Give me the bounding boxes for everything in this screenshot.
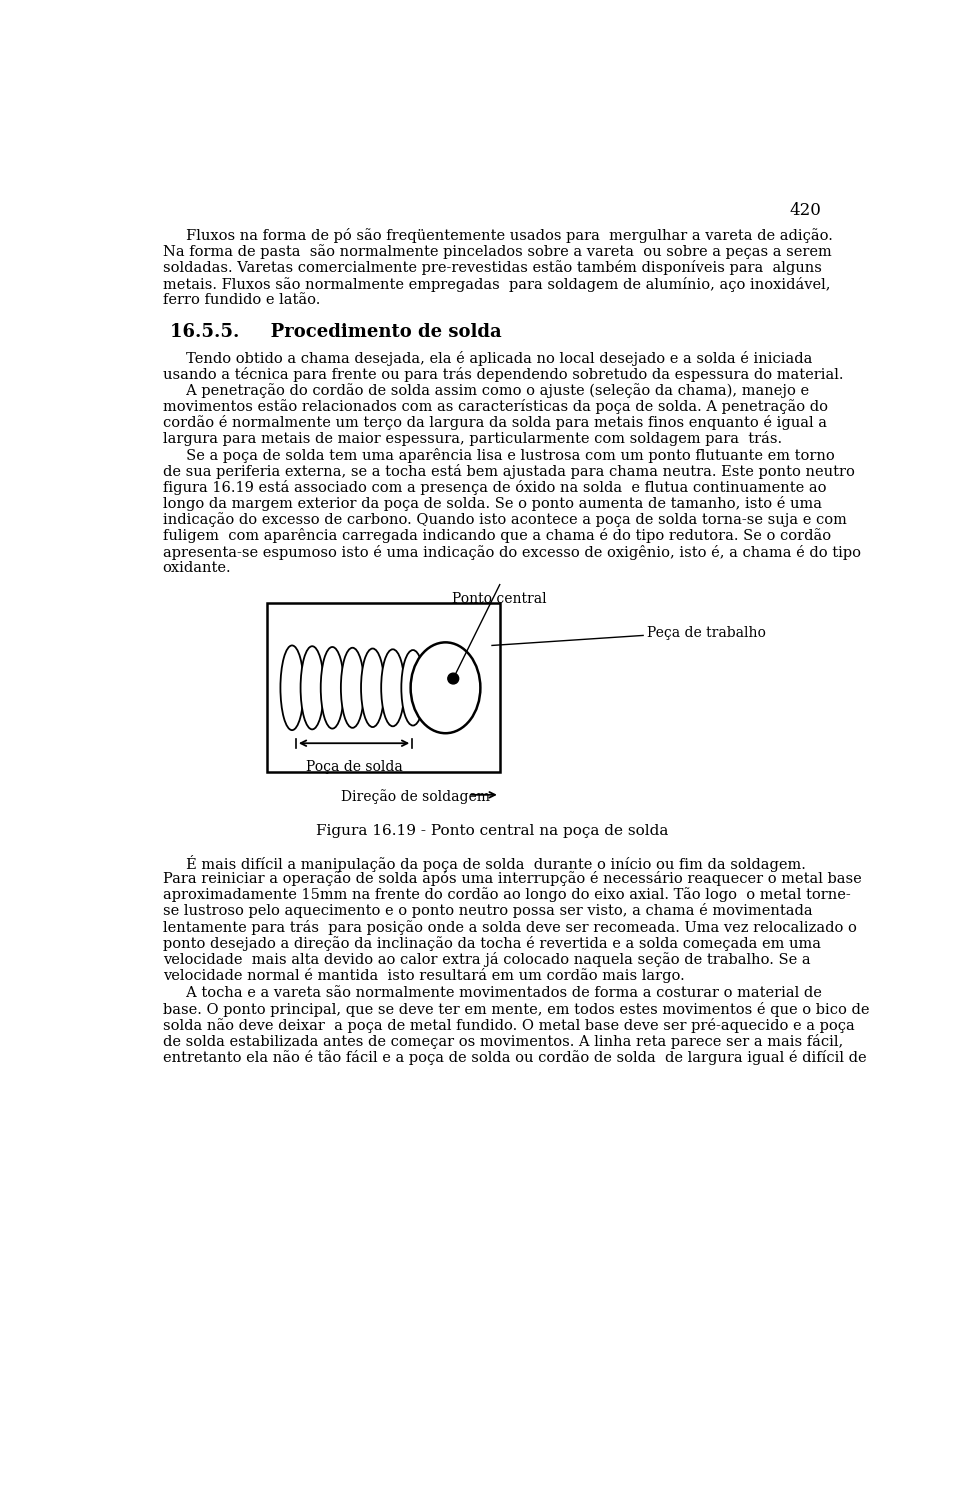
Text: usando a técnica para frente ou para trás dependendo sobretudo da espessura do m: usando a técnica para frente ou para trá… — [162, 367, 843, 382]
Text: Poça de solda: Poça de solda — [305, 761, 402, 774]
Ellipse shape — [421, 651, 444, 724]
Bar — [267, 603, 500, 773]
Text: figura 16.19 está associado com a presença de óxido na solda  e flutua continuam: figura 16.19 está associado com a presen… — [162, 479, 827, 494]
Text: A tocha e a vareta são normalmente movimentados de forma a costurar o material d: A tocha e a vareta são normalmente movim… — [162, 986, 822, 999]
Text: ponto desejado a direção da inclinação da tocha é revertida e a solda começada e: ponto desejado a direção da inclinação d… — [162, 936, 821, 951]
Text: velocidade normal é mantida  isto resultará em um cordão mais largo.: velocidade normal é mantida isto resulta… — [162, 968, 684, 983]
Text: A penetração do cordão de solda assim como o ajuste (seleção da chama), manejo e: A penetração do cordão de solda assim co… — [162, 383, 808, 398]
Text: Tendo obtido a chama desejada, ela é aplicada no local desejado e a solda é inic: Tendo obtido a chama desejada, ela é apl… — [162, 350, 812, 365]
Text: de solda estabilizada antes de começar os movimentos. A linha reta parece ser a : de solda estabilizada antes de começar o… — [162, 1034, 843, 1049]
Ellipse shape — [381, 649, 404, 726]
Text: soldadas. Varetas comercialmente pre-revestidas estão também disponíveis para  a: soldadas. Varetas comercialmente pre-rev… — [162, 260, 822, 275]
Text: entretanto ela não é tão fácil e a poça de solda ou cordão de solda  de largura : entretanto ela não é tão fácil e a poça … — [162, 1051, 866, 1066]
Text: Se a poça de solda tem uma aparência lisa e lustrosa com um ponto flutuante em t: Se a poça de solda tem uma aparência lis… — [162, 448, 834, 463]
Ellipse shape — [300, 646, 324, 729]
Text: oxidante.: oxidante. — [162, 561, 231, 574]
Ellipse shape — [361, 648, 384, 727]
Circle shape — [447, 673, 459, 684]
Text: É mais difícil a manipulação da poça de solda  durante o início ou fim da soldag: É mais difícil a manipulação da poça de … — [162, 855, 805, 872]
Ellipse shape — [321, 646, 344, 729]
Text: cordão é normalmente um terço da largura da solda para metais finos enquanto é i: cordão é normalmente um terço da largura… — [162, 415, 827, 430]
Text: se lustroso pelo aquecimento e o ponto neutro possa ser visto, a chama é movimen: se lustroso pelo aquecimento e o ponto n… — [162, 903, 812, 918]
Text: fuligem  com aparência carregada indicando que a chama é do tipo redutora. Se o : fuligem com aparência carregada indicand… — [162, 529, 830, 544]
Text: Ponto central: Ponto central — [452, 592, 547, 606]
Text: 16.5.5.     Procedimento de solda: 16.5.5. Procedimento de solda — [170, 323, 502, 341]
Text: indicação do excesso de carbono. Quando isto acontece a poça de solda torna-se s: indicação do excesso de carbono. Quando … — [162, 513, 847, 528]
Ellipse shape — [401, 651, 424, 726]
Text: Peça de trabalho: Peça de trabalho — [647, 627, 766, 640]
Ellipse shape — [280, 645, 303, 730]
Text: aproximadamente 15mm na frente do cordão ao longo do eixo axial. Tão logo  o met: aproximadamente 15mm na frente do cordão… — [162, 887, 851, 902]
Text: de sua periferia externa, se a tocha está bem ajustada para chama neutra. Este p: de sua periferia externa, se a tocha est… — [162, 464, 854, 479]
Text: Figura 16.19 - Ponto central na poça de solda: Figura 16.19 - Ponto central na poça de … — [316, 824, 668, 839]
Text: solda não deve deixar  a poça de metal fundido. O metal base deve ser pré-aqueci: solda não deve deixar a poça de metal fu… — [162, 1018, 854, 1033]
Text: velocidade  mais alta devido ao calor extra já colocado naquela seção de trabalh: velocidade mais alta devido ao calor ext… — [162, 951, 810, 966]
Ellipse shape — [411, 642, 480, 733]
Text: largura para metais de maior espessura, particularmente com soldagem para  trás.: largura para metais de maior espessura, … — [162, 431, 781, 446]
Text: base. O ponto principal, que se deve ter em mente, em todos estes movimentos é q: base. O ponto principal, que se deve ter… — [162, 1003, 869, 1018]
Text: movimentos estão relacionados com as características da poça de solda. A penetra: movimentos estão relacionados com as car… — [162, 398, 828, 413]
Text: ferro fundido e latão.: ferro fundido e latão. — [162, 293, 320, 307]
Text: Direção de soldagem: Direção de soldagem — [341, 789, 490, 804]
Text: Fluxos na forma de pó são freqüentemente usados para  mergulhar a vareta de adiç: Fluxos na forma de pó são freqüentemente… — [162, 228, 832, 243]
Text: Na forma de pasta  são normalmente pincelados sobre a vareta  ou sobre a peças a: Na forma de pasta são normalmente pincel… — [162, 245, 831, 259]
Text: longo da margem exterior da poça de solda. Se o ponto aumenta de tamanho, isto é: longo da margem exterior da poça de sold… — [162, 496, 822, 511]
Text: apresenta-se espumoso isto é uma indicação do excesso de oxigênio, isto é, a cha: apresenta-se espumoso isto é uma indicaç… — [162, 544, 860, 559]
Text: lentamente para trás  para posição onde a solda deve ser recomeada. Uma vez relo: lentamente para trás para posição onde a… — [162, 920, 856, 935]
Text: 420: 420 — [789, 201, 822, 219]
Text: metais. Fluxos são normalmente empregadas  para soldagem de alumínio, aço inoxid: metais. Fluxos são normalmente empregada… — [162, 277, 830, 292]
Ellipse shape — [341, 648, 364, 727]
Text: Para reiniciar a operação de solda após uma interrupção é necessário reaquecer o: Para reiniciar a operação de solda após … — [162, 872, 861, 887]
